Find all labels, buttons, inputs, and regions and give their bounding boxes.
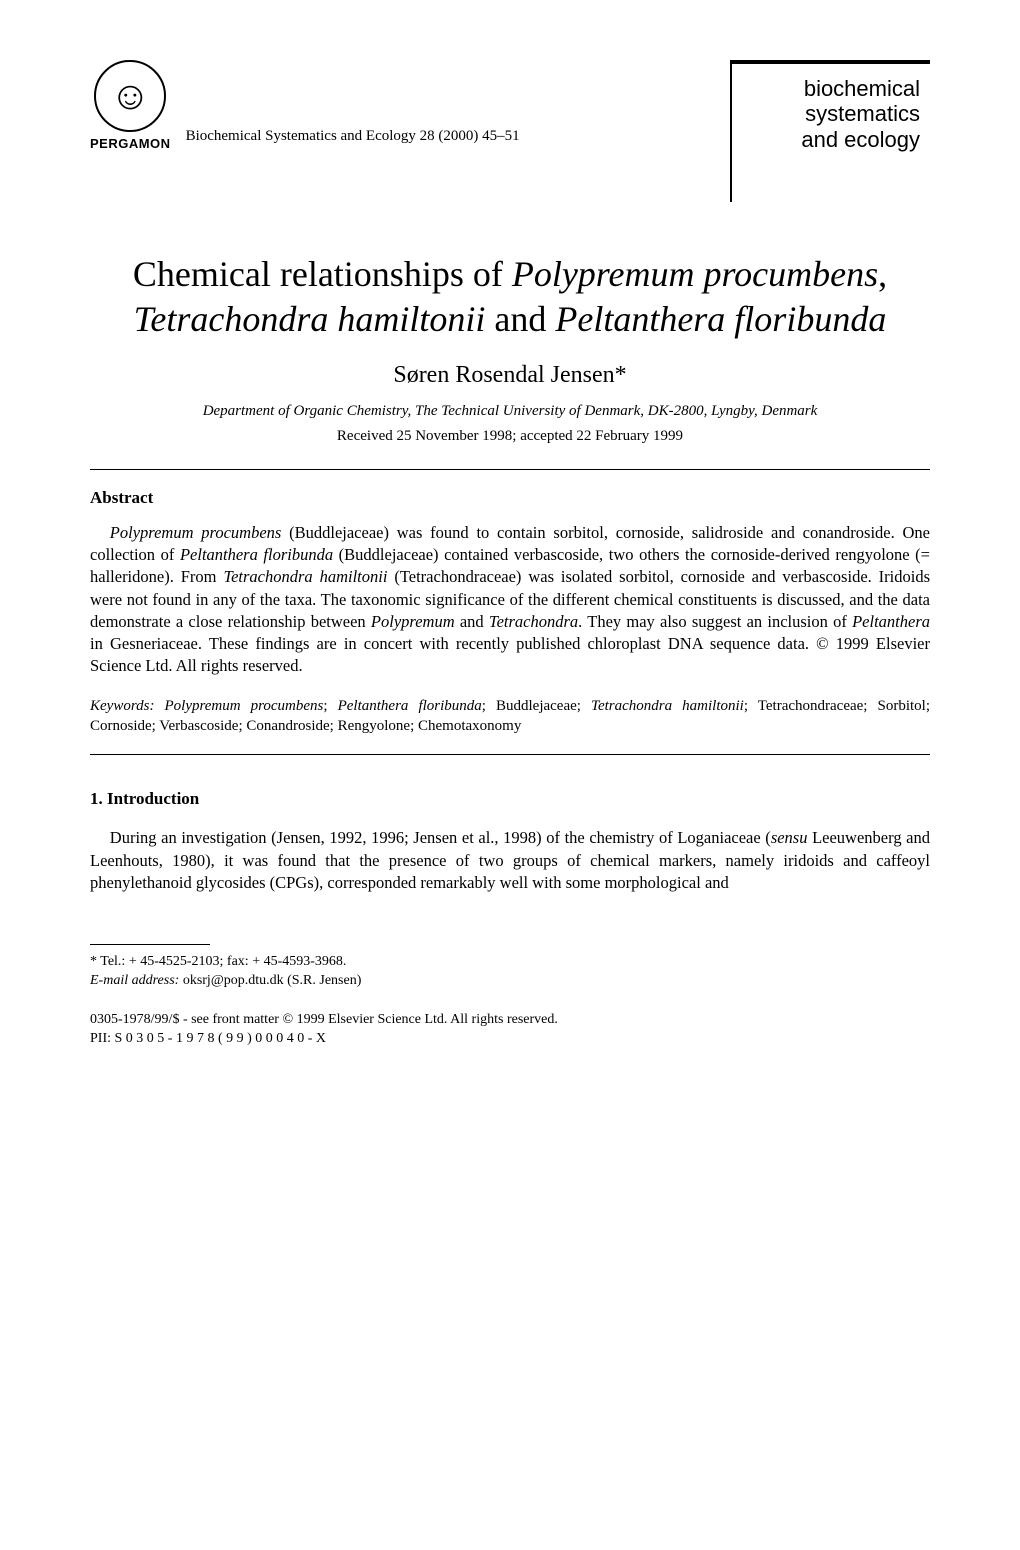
keyword-sep: ; bbox=[323, 698, 337, 714]
title-text: and bbox=[485, 299, 555, 339]
journal-reference: Biochemical Systematics and Ecology 28 (… bbox=[186, 128, 520, 151]
introduction-body: During an investigation (Jensen, 1992, 1… bbox=[90, 827, 930, 894]
abstract-text: and bbox=[455, 612, 489, 631]
footnote-email: oksrj@pop.dtu.dk (S.R. Jensen) bbox=[179, 973, 361, 988]
journal-title-box: biochemical systematics and ecology bbox=[730, 60, 930, 202]
abstract-genus: Peltanthera bbox=[852, 612, 930, 631]
keyword-species: Peltanthera floribunda bbox=[338, 698, 482, 714]
divider bbox=[90, 754, 930, 755]
footer-copyright: 0305-1978/99/$ - see front matter © 1999… bbox=[90, 1011, 930, 1030]
journal-box-line: biochemical bbox=[744, 76, 920, 101]
abstract-body: Polypremum procumbens (Buddlejaceae) was… bbox=[90, 522, 930, 678]
journal-box-line: and ecology bbox=[744, 127, 920, 152]
logo-head-glyph: ☺ bbox=[110, 76, 151, 116]
abstract-text: in Gesneriaceae. These findings are in c… bbox=[90, 634, 930, 675]
intro-italic: sensu bbox=[771, 828, 808, 847]
page-footer: 0305-1978/99/$ - see front matter © 1999… bbox=[90, 1011, 930, 1049]
keyword-text: ; Buddlejaceae; bbox=[482, 698, 591, 714]
title-species: Tetrachondra hamiltonii bbox=[134, 299, 486, 339]
title-species: Polypremum procumbens bbox=[512, 254, 878, 294]
header: ☺ PERGAMON Biochemical Systematics and E… bbox=[90, 60, 930, 202]
article-dates: Received 25 November 1998; accepted 22 F… bbox=[90, 428, 930, 445]
abstract-species: Peltanthera floribunda bbox=[180, 545, 333, 564]
footnote-divider bbox=[90, 944, 210, 945]
journal-box-line: systematics bbox=[744, 101, 920, 126]
footnote-tel: * Tel.: + 45-4525-2103; fax: + 45-4593-3… bbox=[90, 953, 930, 972]
abstract-genus: Polypremum bbox=[371, 612, 455, 631]
intro-text: During an investigation (Jensen, 1992, 1… bbox=[110, 828, 771, 847]
corresponding-author-footnote: * Tel.: + 45-4525-2103; fax: + 45-4593-3… bbox=[90, 953, 930, 991]
footer-pii: PII: S 0 3 0 5 - 1 9 7 8 ( 9 9 ) 0 0 0 4… bbox=[90, 1030, 930, 1049]
title-text: , bbox=[878, 254, 887, 294]
header-left: ☺ PERGAMON Biochemical Systematics and E… bbox=[90, 60, 520, 151]
footnote-email-label: E-mail address: bbox=[90, 973, 179, 988]
publisher-logo-block: ☺ PERGAMON bbox=[90, 60, 171, 151]
abstract-genus: Tetrachondra bbox=[489, 612, 578, 631]
divider bbox=[90, 469, 930, 470]
abstract-species: Polypremum procumbens bbox=[110, 523, 282, 542]
publisher-name: PERGAMON bbox=[90, 136, 171, 151]
keyword-species: Tetrachondra hamiltonii bbox=[591, 698, 744, 714]
keywords-line: Keywords: Polypremum procumbens; Peltant… bbox=[90, 696, 930, 737]
article-title: Chemical relationships of Polypremum pro… bbox=[90, 252, 930, 342]
abstract-text: . They may also suggest an inclusion of bbox=[578, 612, 852, 631]
keyword-species: Polypremum procumbens bbox=[164, 698, 323, 714]
author-affiliation: Department of Organic Chemistry, The Tec… bbox=[90, 403, 930, 420]
title-text: Chemical relationships of bbox=[133, 254, 512, 294]
title-species: Peltanthera floribunda bbox=[555, 299, 886, 339]
author-name: Søren Rosendal Jensen* bbox=[90, 362, 930, 389]
abstract-species: Tetrachondra hamiltonii bbox=[223, 567, 387, 586]
pergamon-logo-icon: ☺ bbox=[94, 60, 166, 132]
keywords-label: Keywords: bbox=[90, 698, 164, 714]
abstract-heading: Abstract bbox=[90, 488, 930, 508]
footnote-email-line: E-mail address: oksrj@pop.dtu.dk (S.R. J… bbox=[90, 972, 930, 991]
introduction-heading: 1. Introduction bbox=[90, 789, 930, 809]
